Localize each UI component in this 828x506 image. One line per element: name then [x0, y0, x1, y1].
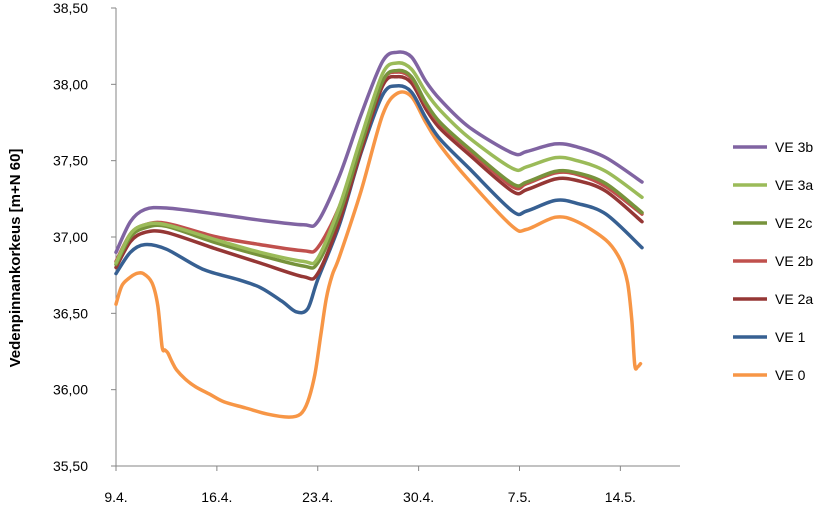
- series-line-ve-3b: [114, 50, 644, 255]
- y-tick-label: 36,00: [53, 382, 88, 398]
- x-tick-label: 23.4.: [302, 489, 333, 505]
- x-tick-label: 30.4.: [403, 489, 434, 505]
- y-tick-label: 35,50: [53, 458, 88, 474]
- series-line-ve-0: [114, 90, 643, 419]
- x-tick-label: 7.5.: [508, 489, 531, 505]
- legend-label-ve-3a: VE 3a: [775, 177, 813, 193]
- legend-label-ve-2c: VE 2c: [775, 215, 812, 231]
- y-tick-label: 37,00: [53, 229, 88, 245]
- series-line-ve-3a: [114, 61, 644, 266]
- legend: VE 3b VE 3a VE 2c VE 2b VE 2a VE 1 VE 0: [733, 139, 813, 383]
- x-tick-label: 16.4.: [201, 489, 232, 505]
- series-line-ve-1: [114, 84, 644, 315]
- x-tick-label: 14.5.: [605, 489, 636, 505]
- legend-label-ve-0: VE 0: [775, 367, 806, 383]
- series-line-ve-2a: [114, 74, 644, 281]
- plot-area: [114, 50, 644, 419]
- y-tick-label: 36,50: [53, 305, 88, 321]
- x-tick-label: 9.4.: [104, 489, 127, 505]
- legend-label-ve-3b: VE 3b: [775, 139, 813, 155]
- axes: 35,50 36,00 36,50 37,00 37,50 38,00 38,50 9.4. 1…: [53, 0, 680, 505]
- y-tick-label: 38,50: [53, 0, 88, 16]
- legend-label-ve-2a: VE 2a: [775, 291, 813, 307]
- y-tick-label: 37,50: [53, 153, 88, 169]
- legend-label-ve-1: VE 1: [775, 329, 806, 345]
- y-axis-label: Vedenpinnankorkeus [m+N 60]: [7, 149, 24, 368]
- legend-label-ve-2b: VE 2b: [775, 253, 813, 269]
- series-line-ve-2c: [114, 68, 644, 270]
- y-tick-label: 38,00: [53, 76, 88, 92]
